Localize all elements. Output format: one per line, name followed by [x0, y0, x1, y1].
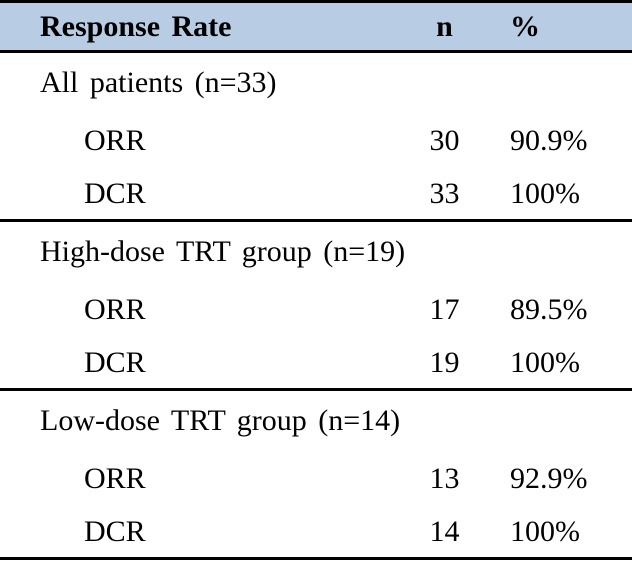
- row-percent-value: 100%: [510, 177, 580, 210]
- section-label: High-dose TRT group (n=19): [40, 235, 406, 268]
- row-n-value: 17: [429, 293, 460, 326]
- table-row: DCR 33 100%: [0, 169, 632, 219]
- row-label: ORR: [84, 293, 146, 326]
- response-rate-table: Response Rate n % All patients (n=33) OR…: [0, 0, 632, 560]
- section-label: Low-dose TRT group (n=14): [40, 404, 401, 437]
- table-row: DCR 19 100%: [0, 338, 632, 388]
- row-n-value: 19: [429, 346, 460, 379]
- table-header-row: Response Rate n %: [0, 3, 632, 53]
- row-label: DCR: [84, 346, 146, 379]
- section-header-row: High-dose TRT group (n=19): [0, 222, 632, 282]
- row-n-value: 13: [429, 462, 460, 495]
- row-percent-value: 92.9%: [510, 462, 588, 495]
- section-header-row: Low-dose TRT group (n=14): [0, 391, 632, 451]
- section-low-dose: Low-dose TRT group (n=14) ORR 13 92.9% D…: [0, 391, 632, 560]
- row-label: ORR: [84, 124, 146, 157]
- section-all-patients: All patients (n=33) ORR 30 90.9% DCR 33 …: [0, 53, 632, 222]
- row-label: ORR: [84, 462, 146, 495]
- table-row: DCR 14 100%: [0, 507, 632, 557]
- section-high-dose: High-dose TRT group (n=19) ORR 17 89.5% …: [0, 222, 632, 391]
- section-header-row: All patients (n=33): [0, 53, 632, 113]
- table-row: ORR 17 89.5%: [0, 282, 632, 338]
- row-n-value: 30: [429, 124, 460, 157]
- header-percent: %: [510, 9, 540, 43]
- row-percent-value: 89.5%: [510, 293, 588, 326]
- row-n-value: 14: [429, 515, 460, 548]
- row-n-value: 33: [429, 177, 460, 210]
- header-response-rate: Response Rate: [40, 9, 232, 43]
- table-row: ORR 13 92.9%: [0, 451, 632, 507]
- row-percent-value: 90.9%: [510, 124, 588, 157]
- header-n: n: [436, 9, 453, 43]
- section-label: All patients (n=33): [40, 66, 277, 99]
- row-percent-value: 100%: [510, 515, 580, 548]
- row-label: DCR: [84, 515, 146, 548]
- row-percent-value: 100%: [510, 346, 580, 379]
- row-label: DCR: [84, 177, 146, 210]
- table-row: ORR 30 90.9%: [0, 113, 632, 169]
